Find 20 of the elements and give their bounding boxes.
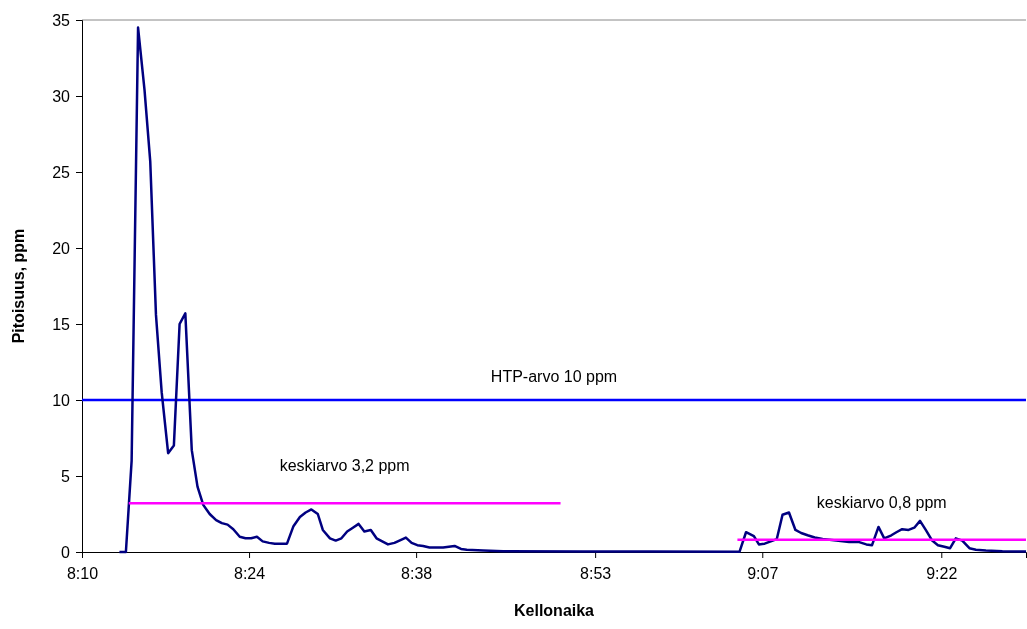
y-axis-title: Pitoisuus, ppm	[10, 228, 27, 344]
x-tick-label: 9:07	[747, 565, 779, 583]
y-tick-label: 20	[52, 239, 71, 257]
y-tick-label: 35	[52, 11, 71, 29]
x-axis-title: Kellonaika	[513, 602, 595, 619]
x-tick-label: 9:22	[926, 565, 958, 583]
x-tick-label: 8:24	[233, 565, 266, 583]
y-tick-label: 10	[52, 391, 71, 409]
ref-line-label: HTP-arvo 10 ppm	[490, 368, 618, 385]
x-tick-label: 8:53	[580, 565, 612, 583]
y-tick-label: 25	[52, 163, 71, 181]
x-tick-label: 8:10	[66, 565, 99, 583]
y-tick-label: 30	[52, 87, 71, 105]
series-label: keskiarvo 3,2 ppm	[279, 457, 410, 475]
line-series	[118, 26, 1027, 554]
y-tick-label: 15	[52, 315, 71, 333]
series-label: keskiarvo 0,8 ppm	[816, 493, 947, 511]
y-tick-label: 5	[61, 467, 71, 485]
y-tick-label: 0	[61, 543, 71, 561]
x-tick-label: 8:38	[401, 565, 433, 583]
